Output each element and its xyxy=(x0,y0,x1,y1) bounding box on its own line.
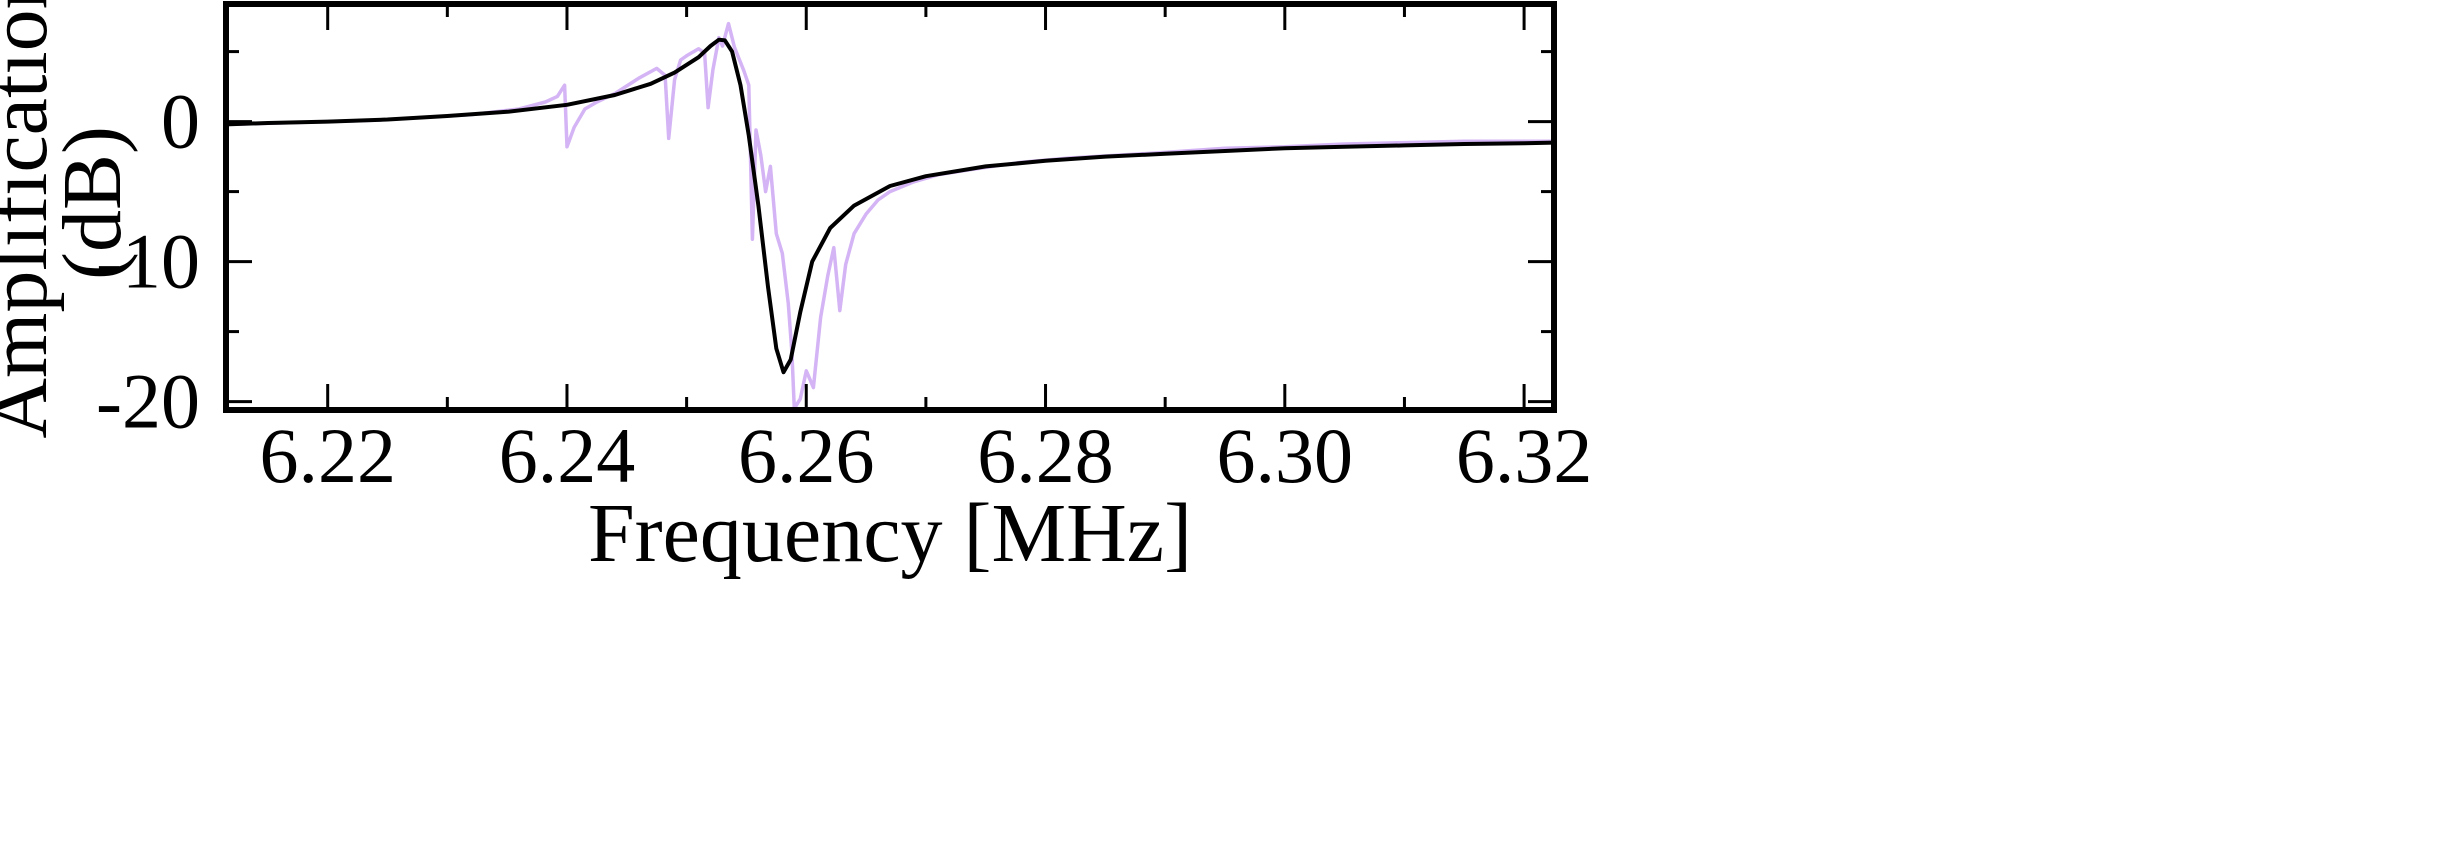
y-axis-title-line2: (dB) xyxy=(46,126,139,280)
y-tick-labels: 0 -10 -20 xyxy=(96,78,200,445)
x-tick-label: 6.24 xyxy=(499,412,636,499)
x-tick-label: 6.28 xyxy=(977,412,1114,499)
x-tick-label: 6.26 xyxy=(738,412,875,499)
y-tick-label: 0 xyxy=(161,78,200,165)
fit-line xyxy=(224,37,1556,375)
x-axis-title: Frequency [MHz] xyxy=(588,487,1192,580)
x-tick-labels: 6.22 6.24 6.26 6.28 6.30 6.32 xyxy=(259,412,1592,499)
fit-series xyxy=(224,37,1556,375)
x-tick-label: 6.30 xyxy=(1217,412,1354,499)
axis-ticks xyxy=(226,4,1554,410)
x-tick-label: 6.32 xyxy=(1456,412,1593,499)
measured-series xyxy=(224,21,1556,411)
y-tick-label: -20 xyxy=(96,358,200,445)
y-axis-title-line1: Amplification xyxy=(0,0,65,439)
x-tick-label: 6.22 xyxy=(259,412,396,499)
measured-line xyxy=(224,21,1556,411)
plot-frame xyxy=(223,1,1557,413)
y-tick-label: -10 xyxy=(96,218,200,305)
